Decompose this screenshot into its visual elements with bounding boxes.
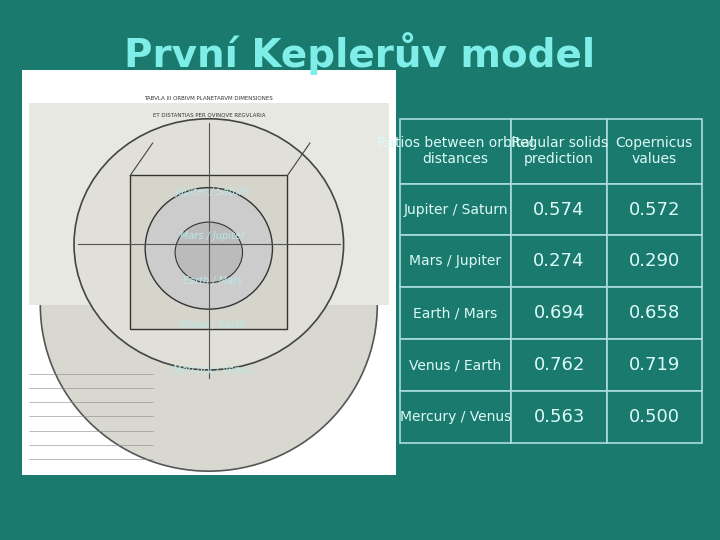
Text: Mars / Jupiter: Mars / Jupiter: [180, 231, 245, 241]
Bar: [29, 103, 389, 305]
Bar: [607, 235, 702, 287]
Ellipse shape: [175, 222, 243, 283]
Bar: [400, 184, 511, 235]
Bar: [607, 119, 702, 184]
Text: 0.694: 0.694: [534, 304, 585, 322]
Text: 0.274: 0.274: [534, 252, 585, 271]
Text: 0.290: 0.290: [629, 252, 680, 271]
Bar: [511, 391, 607, 443]
Text: 0.563: 0.563: [534, 408, 585, 426]
Text: 0.574: 0.574: [534, 200, 585, 219]
Text: Venus / Earth: Venus / Earth: [410, 358, 502, 372]
Ellipse shape: [145, 187, 272, 309]
Bar: [400, 287, 511, 339]
Bar: [511, 287, 607, 339]
Bar: [511, 184, 607, 235]
Text: Mars / Jupiter: Mars / Jupiter: [410, 254, 502, 268]
Ellipse shape: [74, 119, 343, 370]
Bar: [400, 235, 511, 287]
Bar: [607, 391, 702, 443]
Text: 0.572: 0.572: [629, 200, 680, 219]
Bar: [400, 339, 511, 391]
Text: 0.719: 0.719: [629, 356, 680, 374]
Bar: [607, 339, 702, 391]
Text: Copernicus
values: Copernicus values: [616, 136, 693, 166]
Bar: [130, 176, 287, 329]
Text: ET DISTANTIAS PER QVINQVE REGVLARIA: ET DISTANTIAS PER QVINQVE REGVLARIA: [153, 112, 265, 117]
Text: 0.658: 0.658: [629, 304, 680, 322]
Text: Jupiter / Saturn: Jupiter / Saturn: [176, 187, 249, 197]
Text: Mercury / Venus: Mercury / Venus: [173, 365, 252, 375]
Text: Regular solids
prediction: Regular solids prediction: [510, 136, 608, 166]
Bar: [511, 119, 607, 184]
Bar: [511, 339, 607, 391]
Text: TABVLA III ORBIVM PLANETARVM DIMENSIONES: TABVLA III ORBIVM PLANETARVM DIMENSIONES: [145, 96, 273, 101]
Text: Mercury / Venus: Mercury / Venus: [400, 410, 511, 424]
Text: 0.762: 0.762: [534, 356, 585, 374]
Bar: [607, 287, 702, 339]
Bar: [607, 184, 702, 235]
Bar: [400, 391, 511, 443]
Text: První Keplerův model: První Keplerův model: [125, 32, 595, 76]
Bar: [400, 119, 511, 184]
Bar: [511, 235, 607, 287]
Text: Earth / Mars: Earth / Mars: [413, 306, 498, 320]
Text: Earth / Mars: Earth / Mars: [183, 276, 242, 286]
Text: Jupiter / Saturn: Jupiter / Saturn: [403, 202, 508, 217]
Ellipse shape: [40, 139, 377, 471]
Text: Ratios between orbital
distances: Ratios between orbital distances: [377, 136, 534, 166]
Bar: [22, 70, 396, 475]
Text: Venus / Earth: Venus / Earth: [180, 320, 245, 330]
Text: 0.500: 0.500: [629, 408, 680, 426]
